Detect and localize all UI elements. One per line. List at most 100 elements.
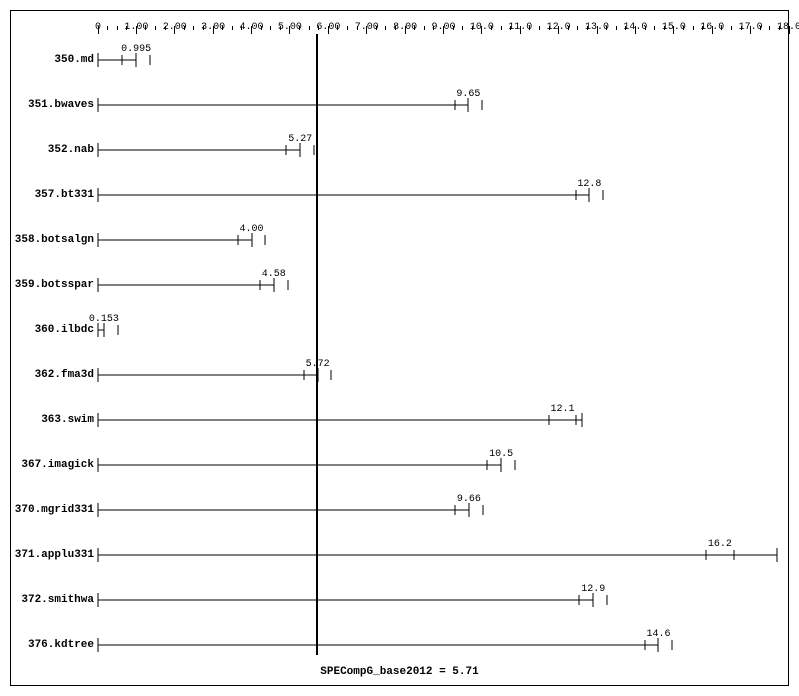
bar-start-cap bbox=[98, 98, 99, 112]
bar-start-cap bbox=[98, 413, 99, 427]
bar-end-cap bbox=[501, 458, 502, 472]
x-axis-minor-tick bbox=[453, 26, 454, 30]
value-label: 5.27 bbox=[288, 134, 312, 145]
x-axis-minor-tick bbox=[462, 26, 463, 30]
benchmark-bar bbox=[98, 60, 136, 61]
whisker-low bbox=[706, 550, 707, 560]
bar-start-cap bbox=[98, 638, 99, 652]
x-axis-minor-tick bbox=[616, 26, 617, 30]
whisker-high bbox=[603, 190, 604, 200]
benchmark-label: 360.ilbdc bbox=[0, 324, 94, 336]
x-axis-minor-tick bbox=[760, 26, 761, 30]
bar-end-cap bbox=[658, 638, 659, 652]
value-label: 16.2 bbox=[708, 539, 732, 550]
x-axis-minor-tick bbox=[155, 26, 156, 30]
x-axis-minor-tick bbox=[645, 26, 646, 30]
x-axis-minor-tick bbox=[299, 26, 300, 30]
value-label: 9.66 bbox=[457, 494, 481, 505]
whisker-low bbox=[98, 325, 99, 335]
x-axis-minor-tick bbox=[606, 26, 607, 30]
whisker-low bbox=[575, 190, 576, 200]
x-axis-minor-tick bbox=[232, 26, 233, 30]
bar-end-cap bbox=[300, 143, 301, 157]
benchmark-bar bbox=[98, 150, 300, 151]
whisker-low bbox=[122, 55, 123, 65]
whisker-high bbox=[576, 415, 577, 425]
x-axis-tick-label: 18.0 bbox=[777, 22, 799, 33]
x-axis-minor-tick bbox=[414, 26, 415, 30]
value-label: 12.8 bbox=[577, 179, 601, 190]
benchmark-bar bbox=[98, 555, 777, 556]
x-axis-minor-tick bbox=[117, 26, 118, 30]
x-axis-minor-tick bbox=[107, 26, 108, 30]
bar-end-cap bbox=[103, 323, 104, 337]
benchmark-bar bbox=[98, 645, 658, 646]
benchmark-bar bbox=[98, 195, 589, 196]
whisker-high bbox=[287, 280, 288, 290]
whisker-low bbox=[487, 460, 488, 470]
x-axis-minor-tick bbox=[654, 26, 655, 30]
whisker-high bbox=[607, 595, 608, 605]
whisker-low bbox=[237, 235, 238, 245]
benchmark-label: 351.bwaves bbox=[0, 99, 94, 111]
whisker-high bbox=[314, 145, 315, 155]
x-axis-minor-tick bbox=[539, 26, 540, 30]
whisker-low bbox=[548, 415, 549, 425]
bar-start-cap bbox=[98, 368, 99, 382]
whisker-high bbox=[265, 235, 266, 245]
value-label: 4.58 bbox=[262, 269, 286, 280]
whisker-low bbox=[454, 100, 455, 110]
benchmark-label: 350.md bbox=[0, 54, 94, 66]
benchmark-label: 367.imagick bbox=[0, 459, 94, 471]
x-axis-minor-tick bbox=[577, 26, 578, 30]
value-label: 9.65 bbox=[456, 89, 480, 100]
chart-frame bbox=[10, 10, 789, 686]
bar-start-cap bbox=[98, 548, 99, 562]
bar-start-cap bbox=[98, 593, 99, 607]
x-axis-minor-tick bbox=[309, 26, 310, 30]
whisker-low bbox=[579, 595, 580, 605]
benchmark-label: 357.bt331 bbox=[0, 189, 94, 201]
benchmark-label: 362.fma3d bbox=[0, 369, 94, 381]
x-axis-minor-tick bbox=[337, 26, 338, 30]
whisker-high bbox=[117, 325, 118, 335]
value-label: 12.1 bbox=[550, 404, 574, 415]
value-label: 4.00 bbox=[240, 224, 264, 235]
x-axis-minor-tick bbox=[376, 26, 377, 30]
x-axis-tick-label: 0 bbox=[95, 22, 101, 33]
benchmark-bar bbox=[98, 375, 318, 376]
value-label: 0.995 bbox=[121, 44, 151, 55]
value-label: 5.72 bbox=[306, 359, 330, 370]
whisker-low bbox=[303, 370, 304, 380]
whisker-low bbox=[644, 640, 645, 650]
benchmark-bar bbox=[98, 510, 469, 511]
bar-end-cap bbox=[581, 413, 582, 427]
whisker-high bbox=[514, 460, 515, 470]
whisker-high bbox=[672, 640, 673, 650]
x-axis-minor-tick bbox=[222, 26, 223, 30]
x-axis-minor-tick bbox=[261, 26, 262, 30]
benchmark-bar bbox=[98, 420, 582, 421]
x-axis-minor-tick bbox=[721, 26, 722, 30]
benchmark-bar bbox=[98, 105, 468, 106]
bar-start-cap bbox=[98, 503, 99, 517]
bar-end-cap bbox=[468, 98, 469, 112]
benchmark-label: 376.kdtree bbox=[0, 639, 94, 651]
bar-start-cap bbox=[98, 278, 99, 292]
value-label: 0.153 bbox=[89, 314, 119, 325]
bar-start-cap bbox=[98, 233, 99, 247]
chart-caption: SPECompG_base2012 = 5.71 bbox=[0, 666, 799, 678]
x-axis-minor-tick bbox=[529, 26, 530, 30]
x-axis-minor-tick bbox=[385, 26, 386, 30]
value-label: 10.5 bbox=[489, 449, 513, 460]
benchmark-label: 359.botsspar bbox=[0, 279, 94, 291]
benchmark-label: 370.mgrid331 bbox=[0, 504, 94, 516]
value-label: 12.9 bbox=[581, 584, 605, 595]
whisker-high bbox=[150, 55, 151, 65]
whisker-high bbox=[482, 100, 483, 110]
bar-end-cap bbox=[251, 233, 252, 247]
x-axis-minor-tick bbox=[347, 26, 348, 30]
bar-end-cap bbox=[136, 53, 137, 67]
x-axis-minor-tick bbox=[424, 26, 425, 30]
bar-start-cap bbox=[98, 143, 99, 157]
